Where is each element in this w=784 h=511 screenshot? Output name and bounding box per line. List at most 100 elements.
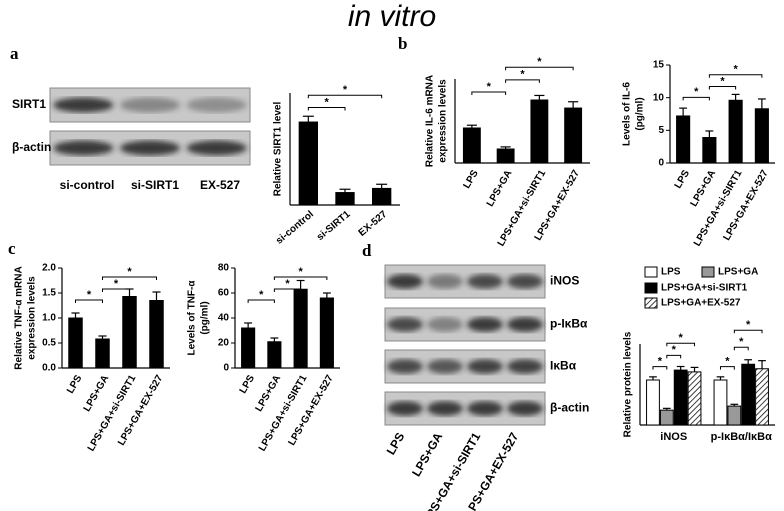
blot-band bbox=[427, 359, 463, 374]
blot-lane-label: EX-527 bbox=[200, 178, 240, 192]
significance-bracket bbox=[102, 288, 130, 292]
bar bbox=[319, 297, 334, 369]
significance-label: * bbox=[298, 266, 303, 278]
x-tick-label: LPS+GA bbox=[254, 373, 284, 413]
significance-bracket bbox=[505, 66, 574, 71]
blot-band bbox=[467, 359, 503, 374]
significance-bracket bbox=[666, 342, 696, 347]
significance-bracket bbox=[102, 276, 157, 280]
x-tick-label: p-IκBα/IκBα bbox=[711, 431, 772, 443]
y-tick-label: 0.0 bbox=[42, 363, 56, 374]
bar bbox=[267, 341, 282, 369]
significance-bracket bbox=[307, 107, 346, 111]
figure-title: in vitro bbox=[348, 0, 436, 33]
significance-label: * bbox=[746, 319, 751, 331]
blot-row-label: iNOS bbox=[550, 274, 579, 288]
panel-label: c bbox=[8, 239, 16, 258]
bar bbox=[713, 379, 728, 426]
y-tick-label: 2.0 bbox=[42, 263, 56, 274]
blot-band bbox=[186, 97, 247, 113]
blot-band bbox=[507, 317, 543, 332]
significance-label: * bbox=[720, 75, 725, 87]
blot-band bbox=[507, 359, 543, 374]
significance-bracket bbox=[273, 276, 328, 280]
bar bbox=[530, 99, 549, 164]
blot-lane-label: LPS+GA bbox=[409, 430, 445, 479]
y-axis-label: (pg/ml) bbox=[200, 301, 211, 334]
significance-label: * bbox=[725, 356, 730, 368]
y-tick-label: 1.5 bbox=[42, 288, 56, 299]
x-tick-label: LPS+GA+si-SIRT1 bbox=[692, 168, 745, 248]
blot-row-label: SIRT1 bbox=[12, 97, 46, 111]
x-tick-label: si-control bbox=[274, 209, 316, 247]
bar bbox=[462, 127, 481, 164]
bar bbox=[149, 300, 164, 369]
significance-label: * bbox=[658, 356, 663, 368]
bar bbox=[646, 379, 660, 426]
bar bbox=[95, 338, 110, 369]
legend-swatch bbox=[644, 282, 658, 294]
bar-chart: 0 5 10 15 Levels of IL-6 (pg/ml) LPSLPS+GALPS+… bbox=[622, 60, 775, 248]
bar-chart: Relative protein levels iNOS p-IκBα/IκBα**… bbox=[623, 266, 775, 443]
bar bbox=[496, 148, 515, 164]
y-tick-label: 1.0 bbox=[42, 313, 56, 324]
blot-band bbox=[387, 401, 423, 416]
significance-label: * bbox=[694, 86, 699, 98]
y-axis-label: Relative protein levels bbox=[623, 331, 634, 437]
significance-label: * bbox=[127, 266, 132, 278]
legend-swatch bbox=[701, 266, 715, 278]
blot-band bbox=[53, 140, 114, 156]
significance-label: * bbox=[325, 96, 330, 108]
significance-label: * bbox=[285, 278, 290, 290]
significance-bracket bbox=[733, 346, 749, 351]
significance-label: * bbox=[259, 289, 264, 301]
panel-label: d bbox=[362, 241, 372, 260]
x-tick-label: LPS+GA bbox=[82, 373, 112, 413]
blot-row-label: p-IκBα bbox=[550, 317, 588, 331]
x-tick-label: LPS+GA+si-SIRT1 bbox=[86, 373, 139, 453]
significance-label: * bbox=[739, 336, 744, 348]
significance-label: * bbox=[537, 56, 542, 68]
blot-band bbox=[467, 274, 503, 289]
x-tick-label: LPS bbox=[238, 373, 257, 396]
significance-label: * bbox=[343, 84, 348, 96]
bar bbox=[727, 405, 742, 426]
bar bbox=[68, 317, 83, 369]
bar bbox=[755, 368, 769, 426]
blot-band bbox=[467, 401, 503, 416]
bar bbox=[673, 369, 688, 426]
significance-bracket bbox=[719, 366, 735, 370]
significance-label: * bbox=[87, 289, 92, 301]
bar bbox=[687, 371, 702, 426]
blot-lane-label: si-control bbox=[60, 178, 115, 192]
bar bbox=[335, 192, 355, 206]
blot-band bbox=[507, 274, 543, 289]
significance-bracket bbox=[471, 91, 507, 96]
panel-label: a bbox=[10, 44, 19, 63]
bar-chart: 0 20 40 60 80 Levels of TNF-α (pg/ml) LPSLPS+GA… bbox=[187, 263, 340, 453]
legend-swatch bbox=[644, 297, 658, 309]
legend-label: LPS+GA+si-SIRT1 bbox=[661, 283, 748, 294]
significance-label: * bbox=[520, 69, 525, 81]
significance-bracket bbox=[247, 299, 275, 303]
blot-band bbox=[427, 274, 463, 289]
bar-chart: Relative IL-6 mRNA expression levels LPS LP… bbox=[425, 56, 590, 248]
significance-bracket bbox=[505, 79, 540, 83]
significance-bracket bbox=[708, 86, 737, 90]
bar bbox=[676, 115, 691, 164]
y-axis-label: Relative SIRT1 level bbox=[273, 102, 284, 197]
bar bbox=[564, 107, 583, 164]
y-tick-label: 80 bbox=[218, 263, 230, 274]
legend-label: LPS bbox=[661, 267, 681, 278]
x-tick-label: LPS bbox=[462, 168, 481, 191]
significance-bracket bbox=[652, 366, 668, 370]
legend-label: LPS+GA bbox=[718, 267, 758, 278]
significance-bracket bbox=[666, 354, 682, 359]
y-axis-label: expression levels bbox=[27, 276, 38, 360]
x-tick-label: iNOS bbox=[660, 431, 687, 443]
bar bbox=[372, 187, 392, 206]
bar bbox=[659, 409, 674, 426]
blot-row-label: β-actin bbox=[12, 140, 51, 154]
bar bbox=[293, 288, 308, 369]
